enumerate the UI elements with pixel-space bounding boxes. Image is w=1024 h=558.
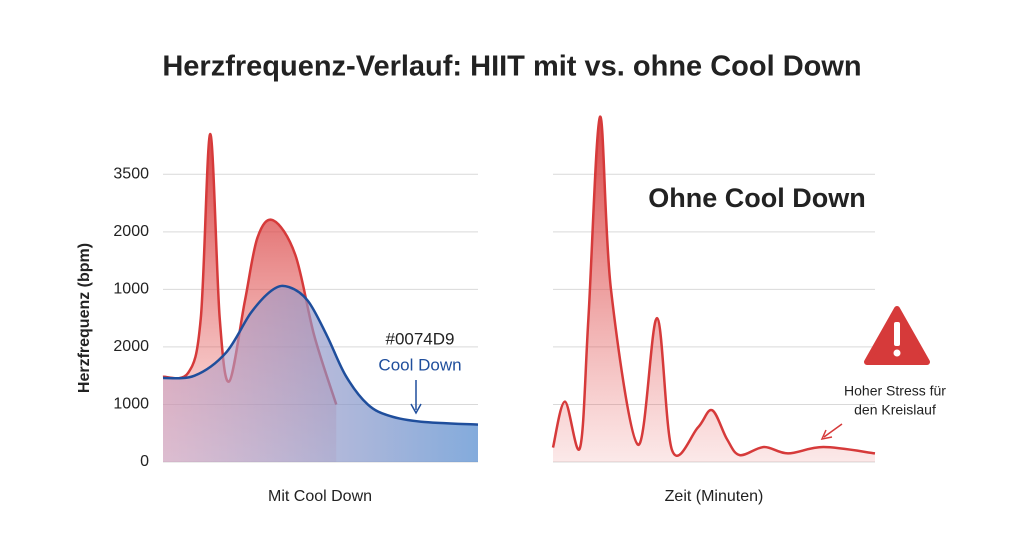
line <box>162 284 479 426</box>
legend-label: Cool Down <box>378 355 461 374</box>
area-fill <box>553 116 875 462</box>
line <box>551 115 876 457</box>
warning-icon-mark <box>894 322 900 346</box>
y-tick-label: 0 <box>140 453 149 470</box>
y-axis-label: Herzfrequenz (bpm) <box>76 243 93 393</box>
arrow-head <box>410 403 422 415</box>
annotation: #0074D9 <box>385 329 454 348</box>
y-tick-label: 2000 <box>113 338 149 355</box>
warning-text: Hoher Stress für <box>844 383 946 399</box>
y-tick-label: 1000 <box>113 281 149 298</box>
annotation: Ohne Cool Down <box>648 183 865 213</box>
arrow-head <box>820 429 833 441</box>
chart-title: Herzfrequenz-Verlauf: HIIT mit vs. ohne … <box>162 51 861 83</box>
y-tick-label: 2000 <box>113 223 149 240</box>
y-tick-label: 1000 <box>113 396 149 413</box>
y-tick-label: 3500 <box>113 166 149 183</box>
x-axis-label: Mit Cool Down <box>268 488 372 505</box>
arrow <box>823 423 843 438</box>
warning-icon-dot <box>893 349 901 357</box>
warning-text: den Kreislauf <box>854 402 936 418</box>
x-axis-label: Zeit (Minuten) <box>665 488 764 505</box>
